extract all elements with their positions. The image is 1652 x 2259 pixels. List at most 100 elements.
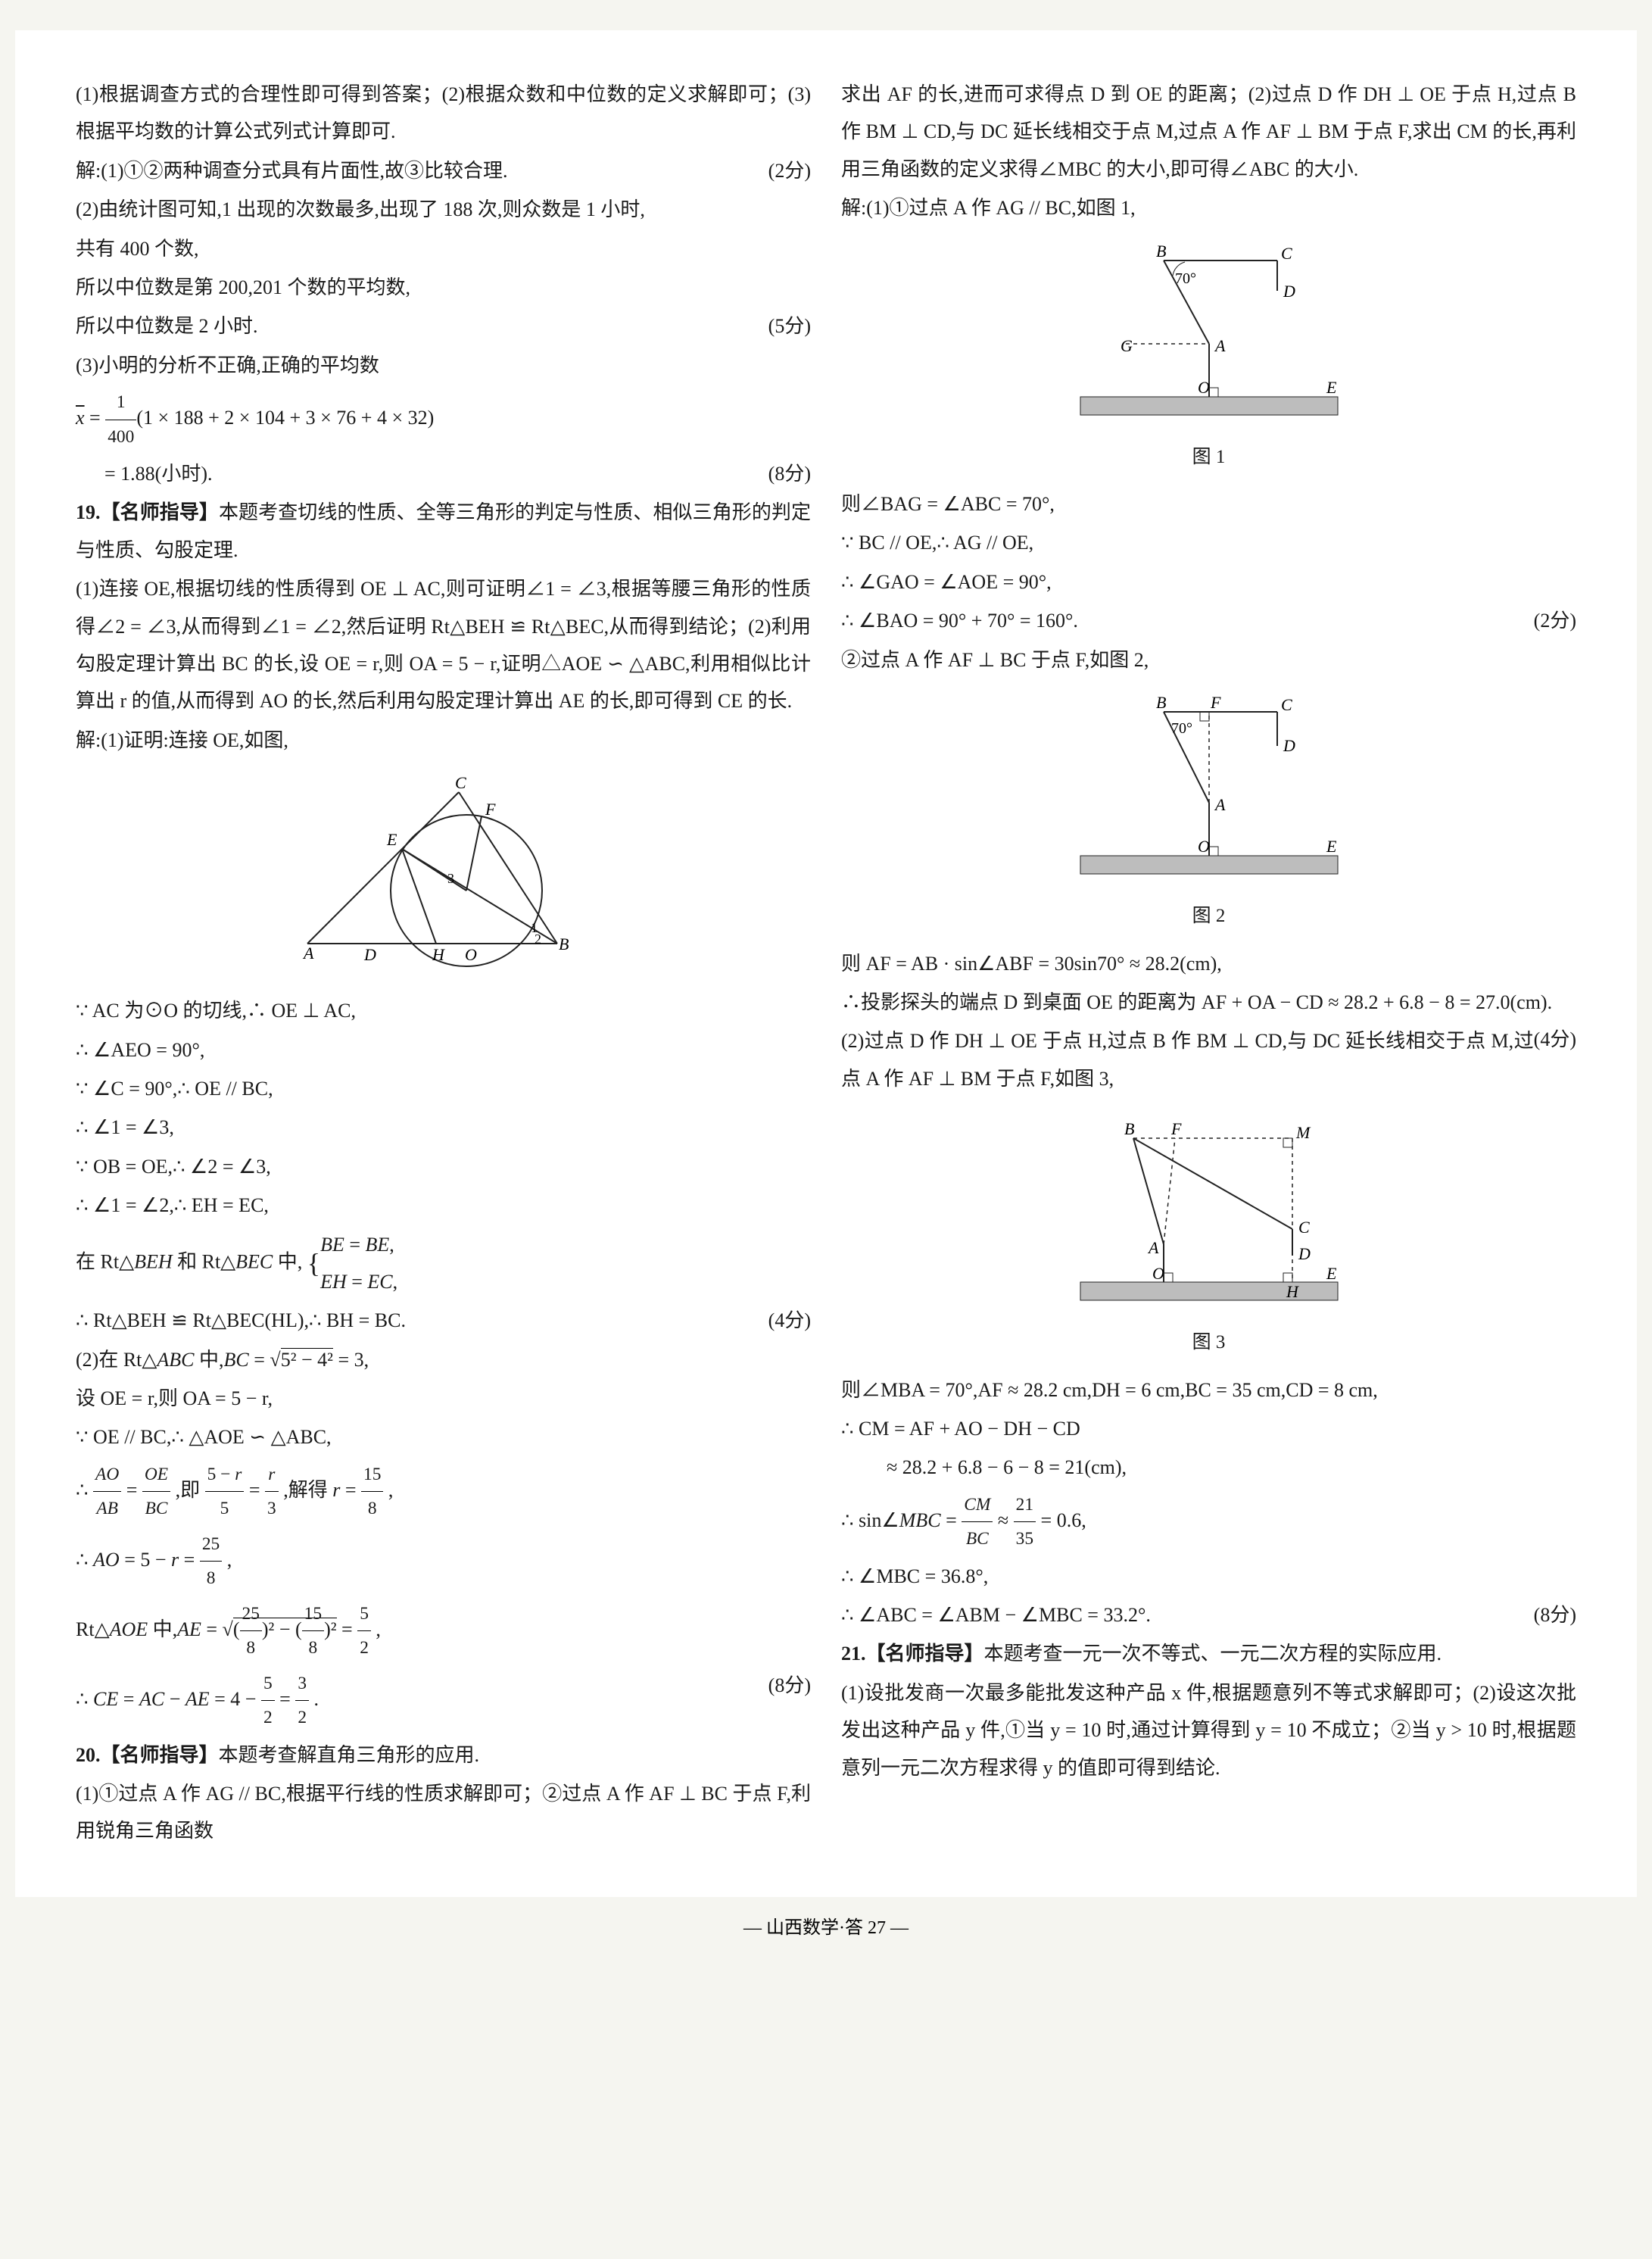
question-21: 21.【名师指导】本题考查一元一次不等式、一元二次方程的实际应用. [841,1635,1576,1672]
question-20: 20.【名师指导】本题考查解直角三角形的应用. [76,1736,811,1774]
text: ∴ ∠BAO = 90° + 70° = 160°. [841,610,1078,632]
guide-header: 【名师指导】 [866,1643,984,1665]
question-number: 20. [76,1744,101,1766]
figure-caption: 图 1 [841,439,1576,476]
text-block: 解:(1)①②两种调查分式具有片面性,故③比较合理. (2分) [76,152,811,189]
svg-text:B: B [1156,242,1166,261]
text-block: ∴投影探头的端点 D 到桌面 OE 的距离为 AF + OA − CD ≈ 28… [841,984,1576,1021]
question-19: 19.【名师指导】本题考查切线的性质、全等三角形的判定与性质、相似三角形的判定与… [76,494,811,569]
text: ∴ Rt△BEH ≌ Rt△BEC(HL),∴ BH = BC. [76,1309,406,1331]
svg-text:O: O [1198,378,1210,397]
svg-text:C: C [1281,695,1292,714]
text: 本题考查一元一次不等式、一元二次方程的实际应用. [984,1643,1442,1665]
svg-text:O: O [1152,1264,1164,1283]
figure-caption: 图 2 [841,898,1576,934]
text-block: ∴ AOAB = OEBC ,即 5 − r5 = r3 ,解得 r = 158… [76,1458,811,1526]
svg-text:C: C [1281,244,1292,263]
svg-text:70°: 70° [1171,720,1192,737]
text-block: (2)过点 D 作 DH ⊥ OE 于点 H,过点 B 作 BM ⊥ CD,与 … [841,1022,1576,1097]
svg-text:2: 2 [535,931,541,947]
text-block: ∵ BC // OE,∴ AG // OE, [841,524,1576,561]
text-block: (2)在 Rt△ABC 中,BC = √5² − 4² = 3, [76,1341,811,1378]
text-block: (1)设批发商一次最多能批发这种产品 x 件,根据题意列不等式求解即可；(2)设… [841,1674,1576,1786]
solution-text: 解:(1)①②两种调查分式具有片面性,故③比较合理. [76,160,508,182]
text: 本题考查解直角三角形的应用. [219,1744,480,1766]
svg-text:70°: 70° [1175,270,1196,287]
svg-text:B: B [559,934,569,953]
text-block: ∴ ∠1 = ∠3, [76,1109,811,1146]
text-block: ∴ Rt△BEH ≌ Rt△BEC(HL),∴ BH = BC. (4分) [76,1302,811,1339]
svg-text:H: H [432,945,445,964]
text-block: ∵ AC 为⊙O 的切线,∴ OE ⊥ AC, [76,992,811,1029]
svg-text:3: 3 [447,871,454,886]
text: ∴ ∠ABC = ∠ABM − ∠MBC = 33.2°. [841,1604,1151,1626]
svg-text:O: O [465,945,477,964]
text-block: (3)小明的分析不正确,正确的平均数 [76,347,811,384]
score-marker: (8分) [1534,1596,1576,1633]
text-block: 所以中位数是 2 小时. (5分) [76,307,811,345]
text-block: ∴ ∠ABC = ∠ABM − ∠MBC = 33.2°. (8分) [841,1596,1576,1633]
figure-2: B F C D A O E 70° 图 2 [841,689,1576,934]
text-block: Rt△AOE 中,AE = √(258)² − (158)² = 52 , [76,1597,811,1665]
svg-text:E: E [1326,837,1337,856]
text-block: ∴ CE = AC − AE = 4 − 52 = 32 . (8分) [76,1667,811,1735]
svg-text:B: B [1124,1119,1134,1138]
text: = 1.88(小时). [76,463,212,485]
svg-text:D: D [363,945,376,964]
score-marker: (8分) [768,1667,811,1704]
text-block: ∴ sin∠MBC = CMBC ≈ 2135 = 0.6, [841,1488,1576,1556]
text-block: ∵ OE // BC,∴ △AOE ∽ △ABC, [76,1418,811,1456]
page-footer: — 山西数学·答 27 — [15,1897,1637,1939]
text-block: = 1.88(小时). (8分) [76,455,811,492]
text-block: 解:(1)证明:连接 OE,如图, [76,722,811,759]
svg-text:D: D [1283,736,1295,755]
svg-text:G: G [1121,336,1133,355]
svg-text:E: E [1326,1264,1337,1283]
text-block: ∴ AO = 5 − r = 258 , [76,1527,811,1596]
guide-header: 【名师指导】 [101,1744,219,1766]
svg-text:D: D [1298,1244,1311,1263]
left-column: (1)根据调查方式的合理性即可得到答案；(2)根据众数和中位数的定义求解即可；(… [76,76,811,1852]
text-block: 共有 400 个数, [76,230,811,267]
formula: x = 1400(1 × 188 + 2 × 104 + 3 × 76 + 4 … [76,385,811,454]
svg-text:A: A [1214,795,1226,814]
svg-text:C: C [455,773,466,792]
text-block: 则∠BAG = ∠ABC = 70°, [841,485,1576,523]
score-marker: (2分) [1534,602,1576,639]
svg-text:E: E [1326,378,1337,397]
text-block: ∵ OB = OE,∴ ∠2 = ∠3, [76,1148,811,1185]
text-block: (1)①过点 A 作 AG // BC,根据平行线的性质求解即可；②过点 A 作… [76,1775,811,1850]
text: 所以中位数是 2 小时. [76,315,258,337]
text-block: 解:(1)①过点 A 作 AG // BC,如图 1, [841,189,1576,226]
svg-text:E: E [386,830,397,849]
text-block: (1)根据调查方式的合理性即可得到答案；(2)根据众数和中位数的定义求解即可；(… [76,76,811,151]
score-marker: (2分) [768,152,811,189]
text-block: ∴ ∠BAO = 90° + 70° = 160°. (2分) [841,602,1576,639]
text-block: 设 OE = r,则 OA = 5 − r, [76,1380,811,1417]
svg-text:D: D [1283,282,1295,301]
text-block: ∴ ∠1 = ∠2,∴ EH = EC, [76,1187,811,1224]
figure-circle-diagram: A D H O B C E F 3 1 2 [76,769,811,981]
score-marker: (8分) [768,455,811,492]
score-marker: (4分) [1534,1021,1576,1058]
score-marker: (5分) [768,307,811,345]
svg-text:C: C [1298,1218,1310,1237]
svg-text:F: F [1170,1119,1182,1138]
text: ∴投影探头的端点 D 到桌面 OE 的距离为 AF + OA − CD ≈ 28… [841,991,1552,1013]
figure-3: B F M C D A O H E 图 3 [841,1108,1576,1361]
text-block: 所以中位数是第 200,201 个数的平均数, [76,269,811,306]
guide-header: 【名师指导】 [101,501,219,523]
svg-text:H: H [1286,1282,1299,1301]
text-block: ∵ ∠C = 90°,∴ OE // BC, [76,1070,811,1107]
text-block: 求出 AF 的长,进而可求得点 D 到 OE 的距离；(2)过点 D 作 DH … [841,76,1576,188]
svg-text:F: F [485,800,496,819]
text-block: 则 AF = AB · sin∠ABF = 30sin70° ≈ 28.2(cm… [841,945,1576,982]
text-block: 在 Rt△BEH 和 Rt△BEC 中, {BE = BE,EH = EC, [76,1226,811,1301]
svg-text:F: F [1210,693,1221,712]
question-number: 21. [841,1643,866,1665]
svg-text:A: A [1214,336,1226,355]
score-marker: (4分) [768,1302,811,1339]
figure-caption: 图 3 [841,1325,1576,1361]
text-block: (2)由统计图可知,1 出现的次数最多,出现了 188 次,则众数是 1 小时, [76,191,811,228]
svg-text:M: M [1295,1123,1311,1142]
